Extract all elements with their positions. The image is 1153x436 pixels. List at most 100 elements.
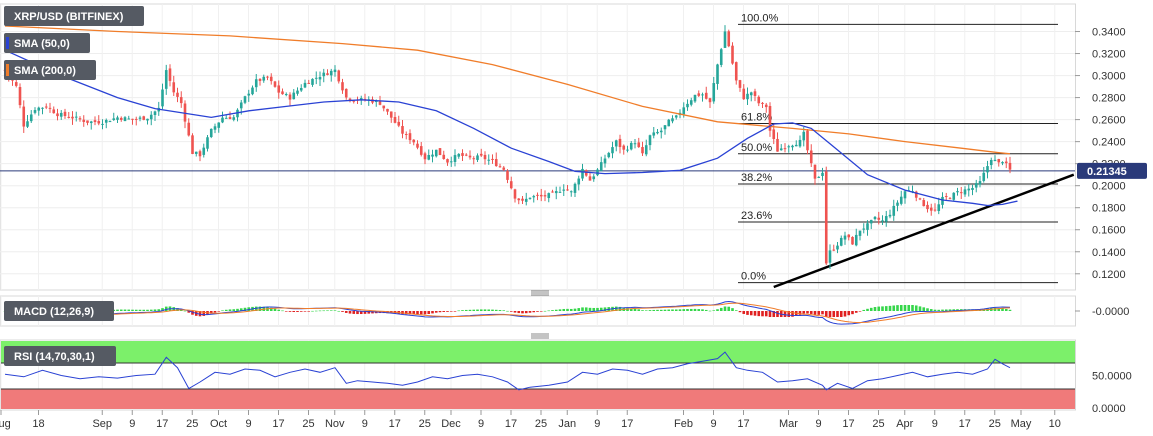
candle-down [502, 167, 506, 170]
candle-down [93, 120, 97, 123]
macd-histogram-bar [524, 311, 528, 314]
legend-macd: MACD (12,26,9) [4, 301, 114, 321]
candle-up [779, 148, 783, 151]
macd-histogram-bar [956, 309, 959, 311]
candle-up [802, 131, 806, 141]
time-tick-label: 9 [362, 418, 368, 430]
candle-up [206, 137, 209, 149]
macd-histogram-bar [824, 311, 828, 317]
macd-histogram-bar [839, 311, 843, 317]
candle-up [427, 154, 431, 160]
fibonacci-levels: 100.0% 61.8% 50.0% 38.2% 23.6% 0.0% [0, 12, 1075, 289]
macd-histogram-bar [569, 308, 573, 311]
candle-down [344, 88, 348, 98]
macd-histogram-bar [494, 309, 498, 311]
candle-down [389, 111, 393, 118]
macd-histogram-bar [659, 309, 663, 311]
candle-down [742, 88, 746, 100]
candle-down [776, 138, 779, 152]
macd-histogram-bar [472, 309, 476, 311]
macd-histogram-bar [697, 309, 701, 311]
candle-up [449, 161, 453, 163]
macd-histogram-bar [648, 310, 652, 311]
macd-histogram-bar [161, 308, 164, 311]
macd-histogram-bar [453, 311, 457, 312]
macd-histogram-bar [311, 310, 314, 312]
macd-histogram-bar [318, 310, 322, 312]
candle-down [536, 194, 539, 196]
candle-up [839, 237, 843, 246]
macd-histogram-bar [746, 311, 749, 315]
macd-histogram-bar [686, 309, 689, 311]
candle-up [749, 92, 753, 96]
candle-up [37, 107, 41, 111]
candle-up [712, 83, 716, 102]
macd-histogram-bar [213, 311, 217, 313]
macd-histogram-bar [198, 311, 202, 317]
rsi-zones [1, 341, 1075, 409]
macd-histogram-bar [652, 309, 656, 311]
macd-histogram-bar [127, 309, 131, 311]
candle-up [108, 121, 112, 123]
macd-histogram-bar [468, 309, 472, 311]
legend-sma200-bg [4, 60, 96, 80]
candle-down [228, 117, 232, 120]
macd-histogram-bar [719, 307, 723, 311]
rsi-overbought-zone [1, 341, 1075, 363]
macd-histogram-bar [862, 309, 866, 311]
legend-rsi-text: RSI (14,70,30,1) [14, 351, 95, 363]
candle-down [618, 138, 622, 148]
time-tick-label: Mar [779, 418, 798, 430]
last-price-label: 0.21345 [1087, 166, 1127, 178]
candle-up [952, 192, 956, 200]
time-tick-label: 17 [389, 418, 401, 430]
macd-histogram-bar [753, 311, 757, 316]
macd-histogram-bar [918, 306, 922, 311]
candle-up [611, 147, 614, 154]
macd-histogram-bar [851, 311, 854, 315]
macd-histogram-bar [941, 309, 944, 311]
candle-up [457, 153, 461, 157]
time-tick-label: 17 [959, 418, 971, 430]
candle-up [311, 78, 314, 85]
candle-up [123, 117, 127, 122]
candle-down [404, 133, 408, 135]
legend-sma50-swatch [6, 37, 9, 49]
macd-histogram-bar [671, 309, 674, 311]
candle-up [59, 112, 63, 117]
candle-down [408, 133, 412, 141]
candle-up [659, 130, 663, 133]
time-tick-label: Apr [896, 418, 913, 430]
candle-down [933, 209, 937, 211]
macd-histogram-bar [273, 308, 277, 311]
macd-histogram-bar [832, 311, 836, 317]
candle-down [326, 73, 329, 75]
macd-histogram-bar [817, 311, 821, 315]
macd-histogram-bar [761, 311, 764, 317]
candle-up [138, 117, 142, 119]
macd-histogram-bar [768, 311, 772, 317]
macd-histogram-bar [888, 305, 892, 311]
candle-down [348, 98, 352, 101]
macd-histogram-bar [903, 305, 907, 311]
legend-sma50-text: SMA (50,0) [14, 38, 70, 50]
macd-histogram-bar [854, 311, 858, 313]
macd-histogram-bar [464, 309, 468, 311]
candle-down [1004, 161, 1008, 164]
macd-histogram-bar [704, 309, 708, 311]
candle-up [127, 118, 131, 120]
candle-up [251, 87, 254, 95]
candle-down [273, 81, 277, 87]
macd-histogram-bar [356, 311, 359, 315]
macd-histogram-bar [776, 311, 779, 317]
fib-level-label: 23.6% [741, 210, 772, 222]
candle-up [314, 77, 318, 79]
macd-histogram-bar [1004, 308, 1008, 311]
macd-histogram-bar [416, 311, 419, 315]
macd-histogram-bar [498, 310, 502, 311]
macd-histogram-bar [944, 309, 948, 311]
legend-instrument: XRP/USD (BITFINEX) [4, 6, 144, 26]
candle-down [397, 121, 401, 126]
candle-down [134, 118, 138, 120]
